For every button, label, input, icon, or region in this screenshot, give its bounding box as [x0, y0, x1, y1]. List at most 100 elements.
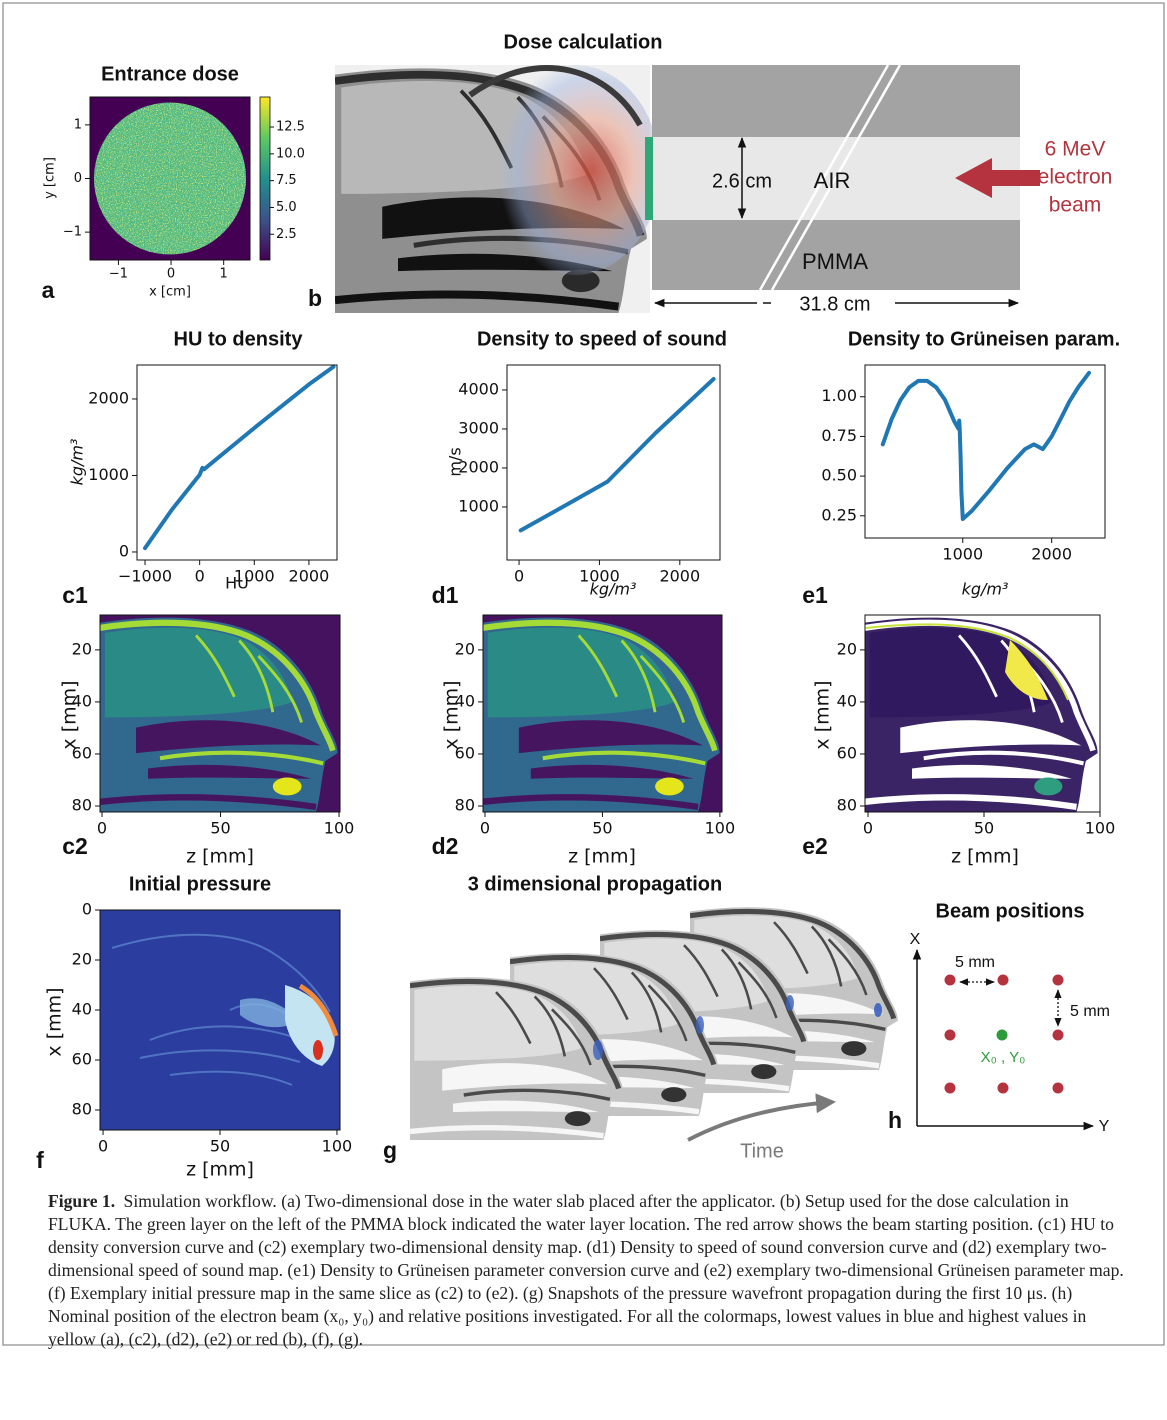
air-label: AIR: [814, 168, 851, 193]
x-tick-label: 0: [480, 819, 490, 838]
wavefront: [696, 1016, 704, 1034]
y-tick-label: 0: [74, 171, 82, 186]
x-tick-label: 100: [322, 1137, 353, 1156]
x-tick-label: 100: [1085, 819, 1116, 838]
y-tick-label: 20: [455, 639, 475, 658]
y-tick-label: 80: [455, 796, 475, 815]
panel-letter: c2: [62, 833, 88, 859]
y-tick-label: 40: [837, 691, 857, 710]
y-axis-label: y [cm]: [43, 157, 58, 199]
x-tick-label: 1000: [234, 567, 275, 586]
panel-letter: d1: [432, 582, 459, 608]
x-tick-label: −1: [109, 267, 128, 282]
x-tick-label: 1000: [942, 545, 983, 564]
y-tick-label: 0.75: [821, 426, 857, 445]
speed-of-sound-map: [483, 615, 722, 812]
curve: [145, 367, 334, 548]
x-tick-label: 100: [324, 819, 355, 838]
panel-letter: c1: [62, 582, 88, 608]
x-tick-label: 2000: [659, 567, 700, 586]
y-tick-label: 40: [72, 691, 92, 710]
y-tick-label: 20: [72, 639, 92, 658]
y-tick-label: 0: [119, 541, 129, 560]
y-tick-label: 80: [837, 796, 857, 815]
y-axis-label: x [mm]: [812, 680, 834, 749]
colorbar-tick-label: 12.5: [276, 120, 305, 135]
y-tick-label: 2000: [88, 388, 129, 407]
pressure-peak: [313, 1040, 323, 1060]
panel-letter: d2: [432, 833, 459, 859]
x-axis-label: z [mm]: [951, 846, 1019, 868]
axis-label: X: [910, 931, 921, 948]
curve: [521, 379, 714, 530]
axis-label: Y: [1099, 1118, 1110, 1135]
panel-title: Initial pressure: [129, 873, 271, 895]
thickness-label: 2.6 cm: [712, 170, 772, 192]
y-tick-label: 60: [837, 743, 857, 762]
panel-letter: a: [42, 277, 55, 303]
beam-label: beam: [1049, 194, 1102, 217]
axes-frame: [865, 365, 1105, 538]
caption: Figure 1. Simulation workflow. (a) Two-d…: [48, 1190, 1126, 1351]
panel-letter: g: [383, 1137, 397, 1163]
x-tick-label: 1000: [579, 567, 620, 586]
time-arrow: [688, 1102, 832, 1140]
y-tick-label: 0.50: [821, 466, 857, 485]
curve: [883, 373, 1089, 519]
y-tick-label: 0.25: [821, 505, 857, 524]
x-tick-label: 2000: [1031, 545, 1072, 564]
panel-letter: h: [888, 1107, 902, 1133]
panel-title: Beam positions: [936, 900, 1085, 922]
y-tick-label: 0: [82, 900, 92, 919]
y-tick-label: 20: [837, 639, 857, 658]
beam-position: [1053, 975, 1064, 986]
x-tick-label: 50: [210, 819, 230, 838]
axes-frame: [137, 365, 337, 560]
x-tick-label: 100: [705, 819, 736, 838]
x-tick-label: 0: [97, 819, 107, 838]
caption-text: Simulation workflow. (a) Two-dimensional…: [48, 1191, 1124, 1349]
colorbar-tick-label: 2.5: [276, 227, 297, 242]
x-tick-label: 0: [167, 267, 175, 282]
y-tick-label: 40: [455, 691, 475, 710]
y-tick-label: 3000: [458, 418, 499, 437]
density-map: [100, 615, 340, 812]
x-tick-label: 2000: [289, 567, 330, 586]
y-tick-label: 40: [72, 1000, 92, 1019]
y-tick-label: 80: [72, 1100, 92, 1119]
x-tick-label: 1: [220, 267, 228, 282]
y-tick-label: 60: [455, 743, 475, 762]
x-tick-label: 50: [592, 819, 612, 838]
x-tick-label: 0: [514, 567, 524, 586]
x-axis-label: x [cm]: [149, 285, 191, 300]
y-tick-label: 2000: [458, 457, 499, 476]
beam-position: [945, 975, 956, 986]
panel-title: Density to speed of sound: [477, 328, 727, 350]
y-tick-label: 60: [72, 1050, 92, 1069]
spacing-label: 5 mm: [955, 954, 995, 971]
beam-position: [1053, 1083, 1064, 1094]
panel-title: Dose calculation: [504, 31, 663, 53]
x-tick-label: 50: [210, 1137, 230, 1156]
dose-noise: [94, 103, 246, 255]
beam-position: [1053, 1030, 1064, 1041]
y-tick-label: 20: [72, 950, 92, 969]
colorbar-tick-label: 7.5: [276, 173, 297, 188]
wavefront: [593, 1040, 603, 1060]
beam-label: 6 MeV: [1045, 138, 1106, 161]
origin-label: X₀ , Y₀: [981, 1049, 1026, 1066]
caption-label: Figure 1.: [48, 1191, 115, 1211]
y-axis-label: kg/m³: [68, 439, 87, 486]
wavefront: [874, 1003, 882, 1017]
time-label: Time: [740, 1140, 784, 1162]
y-tick-label: 60: [72, 743, 92, 762]
panel-title: HU to density: [174, 328, 304, 350]
length-label: 31.8 cm: [799, 293, 870, 315]
page: Entrance dose x [cm] y [cm] a Dose calcu…: [0, 0, 1167, 1420]
y-tick-label: 1000: [458, 496, 499, 515]
x-axis-label: z [mm]: [568, 846, 636, 868]
y-tick-label: 1: [74, 117, 82, 132]
beam-label: electron: [1038, 166, 1113, 189]
beam-position: [998, 975, 1009, 986]
colorbar-tick-label: 5.0: [276, 200, 297, 215]
